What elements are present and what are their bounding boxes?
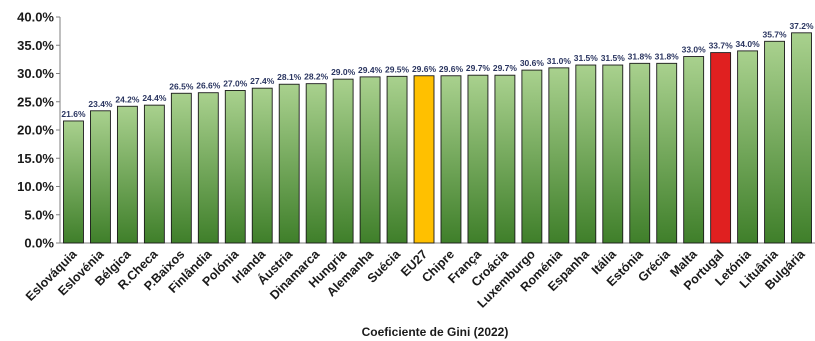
y-tick-label: 10.0% [17,179,54,194]
bar-portugal [710,52,732,244]
bar-est-nia [629,62,651,244]
bar-eslov-quia [63,120,84,244]
bar-malta [683,56,705,244]
data-label: 26.5% [169,81,194,91]
bar-litu-nia [764,40,785,244]
bar-p-baixos [170,92,192,244]
data-label: 35.7% [762,29,787,39]
data-label: 31.5% [601,53,626,63]
data-label: 27.0% [223,78,248,88]
bar-rom-nia [548,67,570,244]
data-label: 33.0% [682,45,707,55]
data-label: 24.2% [115,94,140,104]
x-axis-title: Coeficiente de Gini (2022) [362,325,509,339]
data-label: 34.0% [736,39,761,49]
y-tick-label: 25.0% [17,94,54,109]
data-label: 29.6% [439,64,464,74]
data-label: 23.4% [88,99,113,109]
bar-r-checa [143,104,165,244]
bar-let-nia [737,50,759,244]
y-tick-label: 5.0% [24,207,54,222]
bar-cro-cia [494,74,516,244]
x-tick-label: Grécia [635,246,673,284]
y-tick-label: 0.0% [24,236,54,251]
bar-alemanha [359,76,381,244]
bar-dinamarca [305,83,327,244]
bar--ustria [278,83,300,244]
data-label: 29.7% [466,63,491,73]
bar-luxemburgo [521,69,543,244]
data-label: 24.4% [142,93,167,103]
bar-hungria [332,78,354,244]
y-tick-label: 40.0% [17,10,54,25]
bar-finl-ndia [197,92,219,244]
bar-eslov-nia [90,110,111,244]
bar-b-lgica [116,105,138,244]
data-label: 29.6% [412,64,437,74]
data-label: 27.4% [250,76,275,86]
y-tick-label: 35.0% [17,38,54,53]
bar-fran-a [467,74,489,244]
bar-eu27 [413,75,435,244]
y-tick-label: 20.0% [17,123,54,138]
bar-chipre [440,75,462,244]
bar-irlanda [251,87,273,244]
x-axis-tick-labels: EslováquiaEslovéniaBélgicaR.ChecaP.Baixo… [23,246,808,311]
bar-gr-cia [656,62,678,244]
data-labels: 21.6%23.4% 24.2% 24.4%26.5% 26.6% 27.0% 27.4%… [61,21,814,119]
data-label: 31.5% [574,53,599,63]
data-label: 31.8% [655,51,680,61]
data-label: 28.1% [277,72,302,82]
data-label: 31.8% [628,51,653,61]
y-tick-label: 15.0% [17,151,54,166]
data-label: 29.7% [493,63,518,73]
data-label: 29.0% [331,67,356,77]
bar-su-cia [386,75,408,244]
data-label: 37.2% [789,21,814,31]
data-label: 21.6% [61,109,86,119]
bar-it-lia [602,64,624,244]
y-tick-label: 30.0% [17,66,54,81]
bar-bulg-ria [791,32,812,244]
data-label: 30.6% [520,58,545,68]
data-label: 29.5% [385,64,410,74]
data-label: 28.2% [304,72,329,82]
bars [63,32,812,244]
bar-pol-nia [224,89,246,244]
data-label: 33.7% [709,41,734,51]
data-label: 31.0% [547,56,572,66]
data-label: 29.4% [358,65,383,75]
data-label: 26.6% [196,81,221,91]
bar-espanha [575,64,597,244]
